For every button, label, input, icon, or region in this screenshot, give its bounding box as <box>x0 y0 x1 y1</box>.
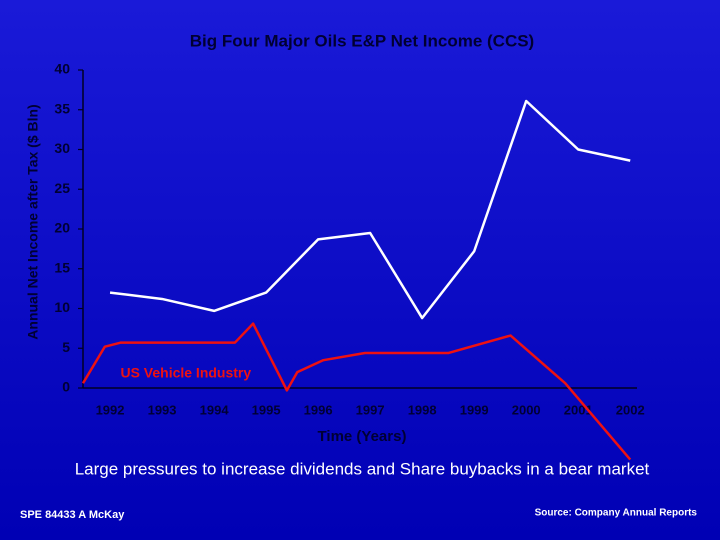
y-axis-label: Annual Net Income after Tax ($ Bln) <box>25 104 41 339</box>
y-tick-label: 40 <box>54 61 70 77</box>
y-tick-label: 5 <box>62 339 70 355</box>
y-tick-label: 10 <box>54 299 70 315</box>
y-tick-label: 20 <box>54 220 70 236</box>
x-tick-label: 1995 <box>252 402 281 417</box>
x-tick-label: 1998 <box>408 402 437 417</box>
x-tick-label: 1994 <box>200 402 230 417</box>
x-tick-label: 1999 <box>460 402 489 417</box>
x-tick-label: 1997 <box>356 402 385 417</box>
y-tick-label: 0 <box>62 379 70 395</box>
y-tick-label: 35 <box>54 100 70 116</box>
x-axis-label: Time (Years) <box>318 428 407 445</box>
y-tick-label: 15 <box>54 259 70 275</box>
footer-right: Source: Company Annual Reports <box>535 508 698 519</box>
x-tick-label: 2000 <box>512 402 541 417</box>
plot: 0 5 10 15 20 25 30 35 40 1992 1993 1994 1995 1996 1997… <box>54 61 645 461</box>
y-tick-label: 25 <box>54 180 70 196</box>
series-line <box>81 322 632 461</box>
y-tick-label: 30 <box>54 140 70 156</box>
x-tick-label: 2002 <box>616 402 645 417</box>
series-label: US Vehicle Industry <box>120 365 251 381</box>
x-tick-label: 1996 <box>304 402 333 417</box>
footer-left: SPE 84433 A McKay <box>20 509 125 521</box>
chart-title: Big Four Major Oils E&P Net Income (CCS) <box>190 31 534 50</box>
series-line <box>109 99 631 320</box>
x-tick-label: 1993 <box>148 402 177 417</box>
x-tick-label: 1992 <box>96 402 125 417</box>
caption: Large pressures to increase dividends an… <box>75 459 650 478</box>
